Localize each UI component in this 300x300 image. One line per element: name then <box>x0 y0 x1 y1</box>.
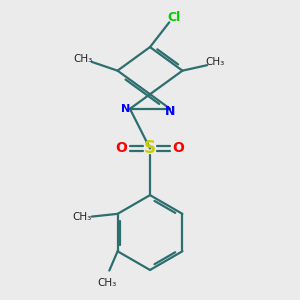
Text: O: O <box>173 141 184 155</box>
Text: Cl: Cl <box>167 11 180 24</box>
Text: CH₃: CH₃ <box>97 278 116 288</box>
Text: S: S <box>144 140 156 158</box>
Text: O: O <box>116 141 127 155</box>
Text: N: N <box>121 104 130 114</box>
Text: CH₃: CH₃ <box>73 212 92 222</box>
Text: N: N <box>165 104 175 118</box>
Text: CH₃: CH₃ <box>206 57 225 67</box>
Text: CH₃: CH₃ <box>74 53 93 64</box>
